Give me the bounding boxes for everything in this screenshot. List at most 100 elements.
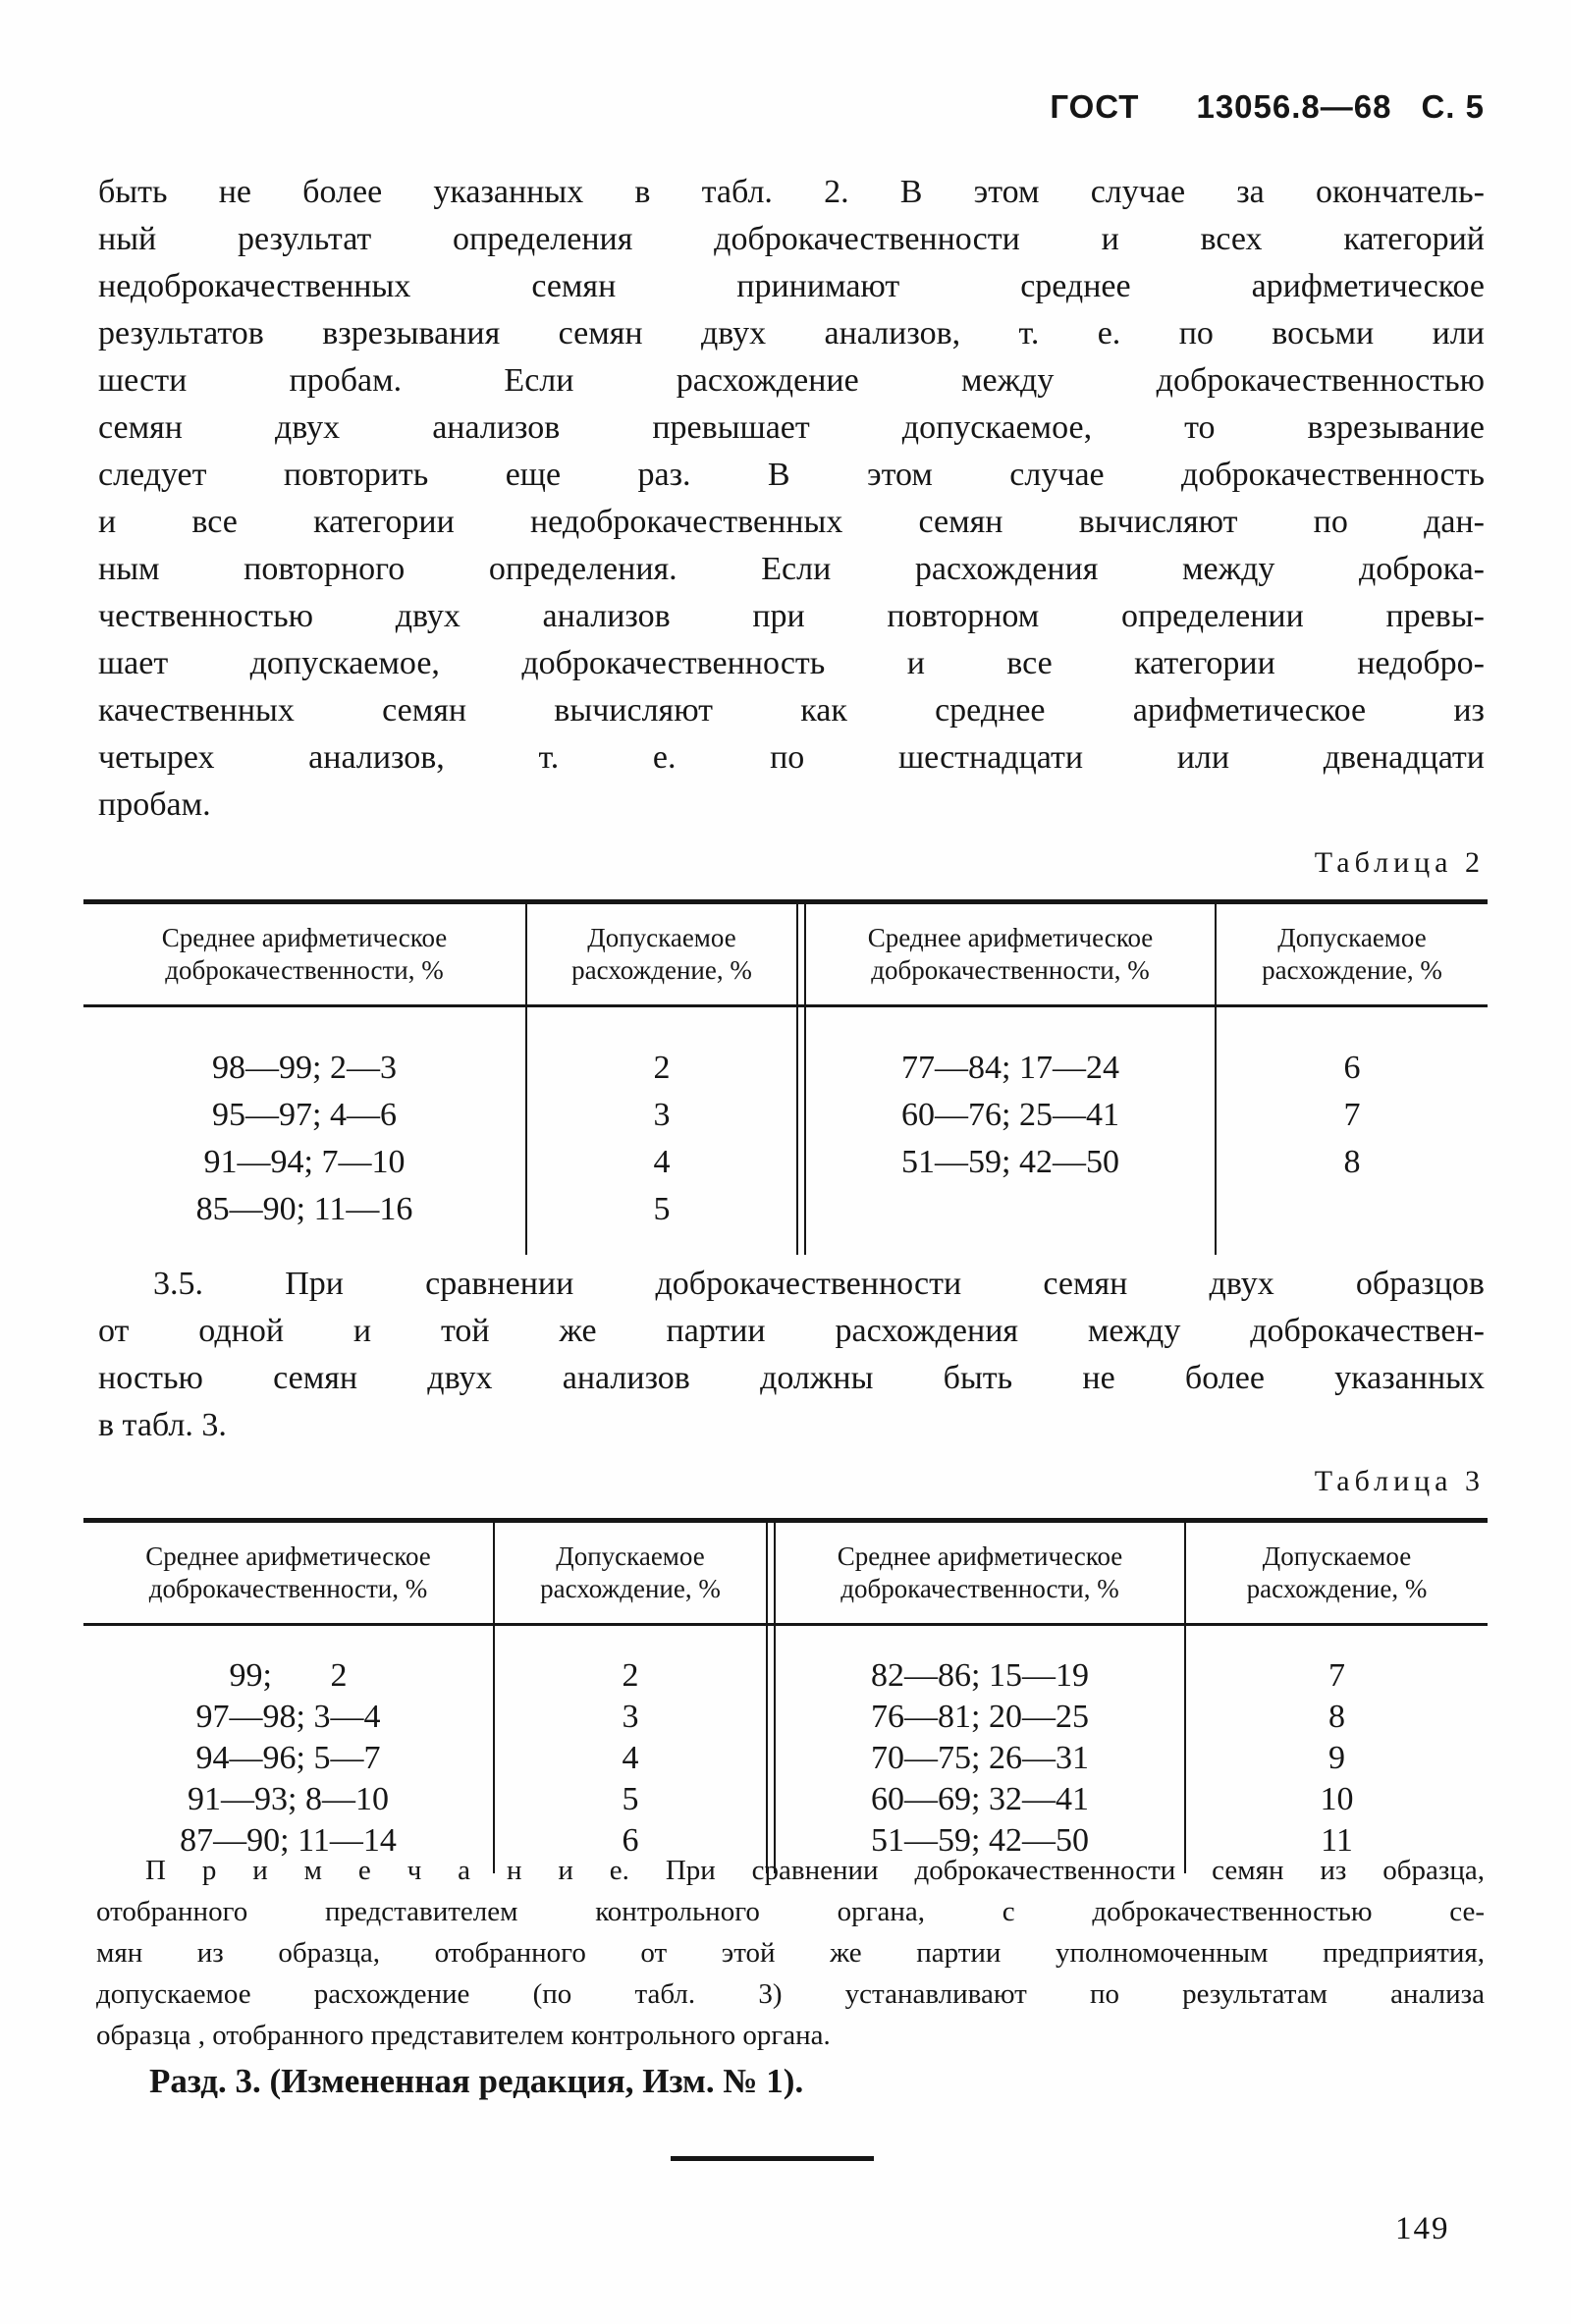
table-cell: 98—99; 2—3 [83, 1005, 527, 1092]
text-line: быть не более указанных в табл. 2. В это… [98, 174, 1485, 210]
table-row: 94—96; 5—7 4 70—75; 26—31 9 [83, 1738, 1488, 1779]
table2-caption: Таблица 2 [1314, 846, 1485, 879]
text-line: четырех анализов, т. е. по шестнадцати и… [98, 739, 1485, 776]
table-cell: 60—69; 32—41 [775, 1779, 1186, 1820]
text-line: результатов взрезывания семян двух анали… [98, 315, 1485, 351]
table-cell: 6 [622, 1822, 639, 1859]
column-header: Среднее арифметическое доброкачественнос… [775, 1518, 1186, 1626]
table-cell [805, 1186, 1217, 1255]
table-cell: 97—98; 3—4 [83, 1697, 495, 1738]
section-3-5-paragraph: 3.5. При сравнении доброкачественности с… [98, 1261, 1485, 1449]
table-cell: 5 [622, 1781, 639, 1817]
table-row: 98—99; 2—3 2 77—84; 17—24 6 [83, 1005, 1488, 1092]
table-cell: 91—94; 7—10 [83, 1139, 527, 1186]
table-cell: 82—86; 15—19 [775, 1624, 1186, 1697]
table3-header-row: Среднее арифметическое доброкачественнос… [83, 1518, 1488, 1626]
column-header: Допускаемое расхождение, % [494, 1518, 767, 1626]
table-2: Среднее арифметическое доброкачественнос… [83, 899, 1488, 1255]
table-row: 85—90; 11—16 5 [83, 1186, 1488, 1255]
table-cell: 95—97; 4—6 [83, 1092, 527, 1139]
table-cell: 94—96; 5—7 [83, 1738, 495, 1779]
main-paragraph: быть не более указанных в табл. 2. В это… [98, 169, 1485, 829]
table-row: 99; 2 2 82—86; 15—19 7 [83, 1624, 1488, 1697]
column-header: Среднее арифметическое доброкачественнос… [83, 1518, 495, 1626]
table-cell: 91—93; 8—10 [83, 1779, 495, 1820]
text-line: шести пробам. Если расхождение между доб… [98, 362, 1485, 399]
column-header: Допускаемое расхождение, % [526, 899, 797, 1007]
note-paragraph: П р и м е ч а н и е. При сравнении добро… [96, 1850, 1485, 2056]
doc-header: ГОСТ 13056.8—68 С. 5 [98, 88, 1485, 126]
table-cell [1216, 1186, 1488, 1255]
table-row: 95—97; 4—6 3 60—76; 25—41 7 [83, 1092, 1488, 1139]
table-row: 91—94; 7—10 4 51—59; 42—50 8 [83, 1139, 1488, 1186]
text-line: П р и м е ч а н и е. При сравнении добро… [145, 1855, 1485, 1886]
double-rule-gap [766, 1518, 776, 1626]
table-cell: 70—75; 26—31 [775, 1738, 1186, 1779]
table3-body: 99; 2 2 82—86; 15—19 7 97—98; 3—4 3 76—81; 20—… [83, 1624, 1488, 1873]
double-rule-gap [766, 1738, 776, 1779]
table-cell: 8 [1328, 1699, 1345, 1735]
table-cell: 85—90; 11—16 [83, 1186, 527, 1255]
page-number: 149 [1395, 2211, 1450, 2246]
table-cell: 2 [622, 1657, 639, 1694]
text-line: мян из образца, отобранного от этой же п… [96, 1937, 1485, 1969]
table3-caption: Таблица 3 [1314, 1465, 1485, 1497]
table-cell: 99; 2 [83, 1624, 495, 1697]
text-line: ный результат определения доброкачествен… [98, 221, 1485, 257]
table-cell: 51—59; 42—50 [805, 1139, 1217, 1186]
column-header: Среднее арифметическое доброкачественнос… [83, 899, 527, 1007]
separator-rule [671, 2156, 874, 2161]
table-cell: 7 [1343, 1097, 1361, 1133]
text-line: ным повторного определения. Если расхожд… [98, 551, 1485, 587]
table-cell: 60—76; 25—41 [805, 1092, 1217, 1139]
table-row: 87—90; 11—14 6 51—59; 42—50 11 [83, 1820, 1488, 1873]
table-cell: 2 [653, 1050, 671, 1086]
table-cell: 3 [653, 1097, 671, 1133]
text-line: следует повторить еще раз. В этом случае… [98, 457, 1485, 493]
revision-line: Разд. 3. (Измененная редакция, Изм. № 1)… [149, 2062, 804, 2100]
text-line: ностью семян двух анализов должны быть н… [98, 1360, 1485, 1396]
table-row: 91—93; 8—10 5 60—69; 32—41 10 [83, 1779, 1488, 1820]
table-cell: 87—90; 11—14 [83, 1820, 495, 1873]
text-line: пробам. [98, 786, 211, 823]
table-cell: 76—81; 20—25 [775, 1697, 1186, 1738]
text-line: от одной и той же партии расхождения меж… [98, 1313, 1485, 1349]
standard-number: 13056.8—68 [1196, 88, 1392, 125]
table-3: Среднее арифметическое доброкачественнос… [83, 1518, 1488, 1873]
double-rule-gap [796, 1005, 806, 1092]
column-header: Допускаемое расхождение, % [1185, 1518, 1488, 1626]
column-header: Допускаемое расхождение, % [1216, 899, 1488, 1007]
double-rule-gap [796, 899, 806, 1007]
text-line: образца , отобранного представителем кон… [96, 2020, 831, 2051]
text-line: недоброкачественных семян принимают сред… [98, 268, 1485, 304]
table-cell: 7 [1328, 1657, 1345, 1694]
table-cell: 10 [1320, 1781, 1354, 1817]
text-line: качественных семян вычисляют как среднее… [98, 692, 1485, 729]
double-rule-gap [796, 1139, 806, 1186]
text-line: в табл. 3. [98, 1407, 227, 1443]
text-line: и все категории недоброкачественных семя… [98, 504, 1485, 540]
table-cell: 4 [653, 1144, 671, 1180]
text-line: 3.5. При сравнении доброкачественности с… [153, 1266, 1485, 1302]
table-cell: 8 [1343, 1144, 1361, 1180]
table-cell: 11 [1321, 1822, 1353, 1859]
table2-header-row: Среднее арифметическое доброкачественнос… [83, 899, 1488, 1007]
table-cell: 5 [653, 1191, 671, 1227]
double-rule-gap [766, 1624, 776, 1697]
double-rule-gap [766, 1779, 776, 1820]
table-cell: 51—59; 42—50 [775, 1820, 1186, 1873]
table2-body: 98—99; 2—3 2 77—84; 17—24 6 95—97; 4—6 3 60—76… [83, 1005, 1488, 1255]
table-row: 97—98; 3—4 3 76—81; 20—25 8 [83, 1697, 1488, 1738]
double-rule-gap [796, 1092, 806, 1139]
double-rule-gap [766, 1820, 776, 1873]
column-header: Среднее арифметическое доброкачественнос… [805, 899, 1217, 1007]
table-cell: 9 [1328, 1740, 1345, 1776]
text-line: допускаемое расхождение (по табл. 3) уст… [96, 1978, 1485, 2010]
double-rule-gap [796, 1186, 806, 1255]
table-cell: 77—84; 17—24 [805, 1005, 1217, 1092]
header-page-label: С. 5 [1421, 88, 1485, 125]
table-cell: 6 [1343, 1050, 1361, 1086]
standard-name: ГОСТ [1050, 88, 1140, 125]
table-cell: 4 [622, 1740, 639, 1776]
